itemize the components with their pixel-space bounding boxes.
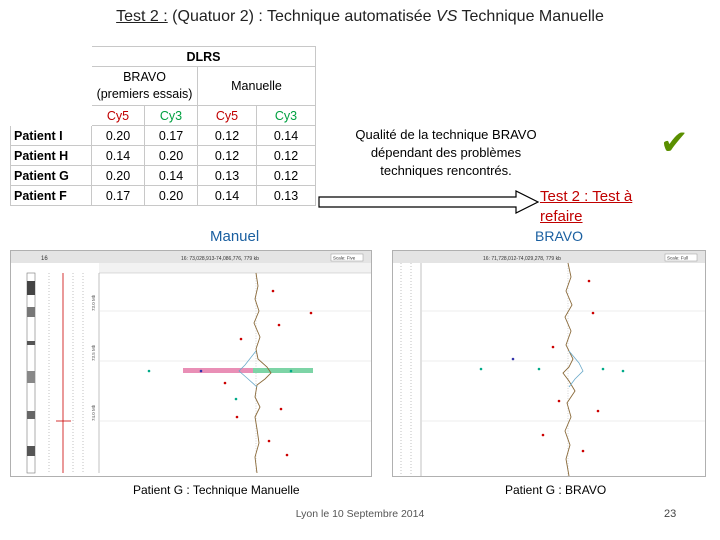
caption-bravo: Patient G : BRAVO <box>505 483 607 497</box>
title-vs: VS <box>436 8 458 25</box>
y-axis-label: 73.5 Mb <box>91 344 96 361</box>
col-cy3: Cy3 <box>256 105 316 126</box>
caption-manual: Patient G : Technique Manuelle <box>133 483 300 497</box>
right-arrow-icon <box>318 190 540 214</box>
coord-readout: 16: 71,728,012-74,029,278, 779 kb <box>483 256 561 262</box>
cell-value: 0.14 <box>144 165 198 186</box>
row-label: Patient G <box>10 165 92 186</box>
group-bravo-label: BRAVO <box>123 70 166 84</box>
cell-value: 0.20 <box>144 145 198 166</box>
scale-select-label: Scale: Full <box>667 256 688 261</box>
table-row: Patient G 0.20 0.14 0.13 0.12 <box>10 165 316 186</box>
row-label: Patient I <box>10 125 92 146</box>
quality-line: dépendant des problèmes <box>370 145 522 160</box>
label-manuel: Manuel <box>210 228 260 245</box>
scale-select[interactable] <box>664 253 698 262</box>
group-bravo: BRAVO (premiers essais) <box>91 66 198 106</box>
row-label: Patient F <box>10 185 92 206</box>
retest-note: Test 2 : Test à refaire <box>540 187 632 227</box>
footer-date: Lyon le 10 Septembre 2014 <box>295 508 425 520</box>
col-cy5: Cy5 <box>197 105 257 126</box>
quality-line: techniques rencontrés. <box>380 163 512 178</box>
cell-value: 0.14 <box>256 125 316 146</box>
table-row: Patient I 0.20 0.17 0.12 0.14 <box>10 125 316 146</box>
manual-scan-plot: 16 16: 73,028,913-74,086,776, 779 kb Sca… <box>11 251 371 474</box>
cell-value: 0.17 <box>91 185 145 206</box>
bravo-scan-panel: 16: 71,728,012-74,029,278, 779 kb Scale:… <box>392 250 706 477</box>
cell-value: 0.14 <box>197 185 257 206</box>
cell-value: 0.12 <box>197 125 257 146</box>
y-axis-label: 74.0 Mb <box>91 404 96 421</box>
group-manuelle: Manuelle <box>197 66 316 106</box>
results-table: DLRS BRAVO (premiers essais) Manuelle Cy… <box>10 46 316 206</box>
cell-value: 0.12 <box>256 165 316 186</box>
cell-value: 0.20 <box>91 125 145 146</box>
cell-value: 0.14 <box>91 145 145 166</box>
col-cy3: Cy3 <box>144 105 198 126</box>
coord-readout: 16: 73,028,913-74,086,776, 779 kb <box>181 256 259 262</box>
page-number: 23 <box>664 508 677 520</box>
scale-select-label: Scale: Five <box>333 256 356 261</box>
title-prefix: Test 2 : <box>116 8 168 25</box>
label-bravo: BRAVO <box>535 228 583 244</box>
group-bravo-sub: (premiers essais) <box>96 87 193 101</box>
bravo-scan-plot: 16: 71,728,012-74,029,278, 779 kb Scale:… <box>393 251 705 476</box>
title-part1: (Quatuor 2) : Technique automatisée <box>167 8 437 25</box>
table-row: Patient H 0.14 0.20 0.12 0.12 <box>10 145 316 166</box>
cell-value: 0.17 <box>144 125 198 146</box>
cell-value: 0.12 <box>256 145 316 166</box>
row-label: Patient H <box>10 145 92 166</box>
cell-value: 0.20 <box>144 185 198 206</box>
title-part2: Technique Manuelle <box>457 8 604 25</box>
slide-title: Test 2 : (Quatuor 2) : Technique automat… <box>0 8 720 26</box>
checkmark-icon: ✔ <box>660 124 689 162</box>
retest-line: Test 2 : Test à <box>540 188 633 205</box>
table-row: Patient F 0.17 0.20 0.14 0.13 <box>10 185 316 206</box>
chrom-label: 16 <box>41 256 48 262</box>
cell-value: 0.20 <box>91 165 145 186</box>
quality-note: Qualité de la technique BRAVO dépendant … <box>336 126 556 180</box>
col-cy5: Cy5 <box>91 105 145 126</box>
cell-value: 0.13 <box>256 185 316 206</box>
retest-line: refaire <box>540 208 583 225</box>
table-header: DLRS <box>91 46 316 67</box>
cell-value: 0.12 <box>197 145 257 166</box>
quality-line: Qualité de la technique BRAVO <box>355 127 537 142</box>
y-axis-label: 73.0 Mb <box>91 294 96 311</box>
cell-value: 0.13 <box>197 165 257 186</box>
scale-select[interactable] <box>330 253 364 262</box>
manual-scan-panel: 16 16: 73,028,913-74,086,776, 779 kb Sca… <box>10 250 372 477</box>
